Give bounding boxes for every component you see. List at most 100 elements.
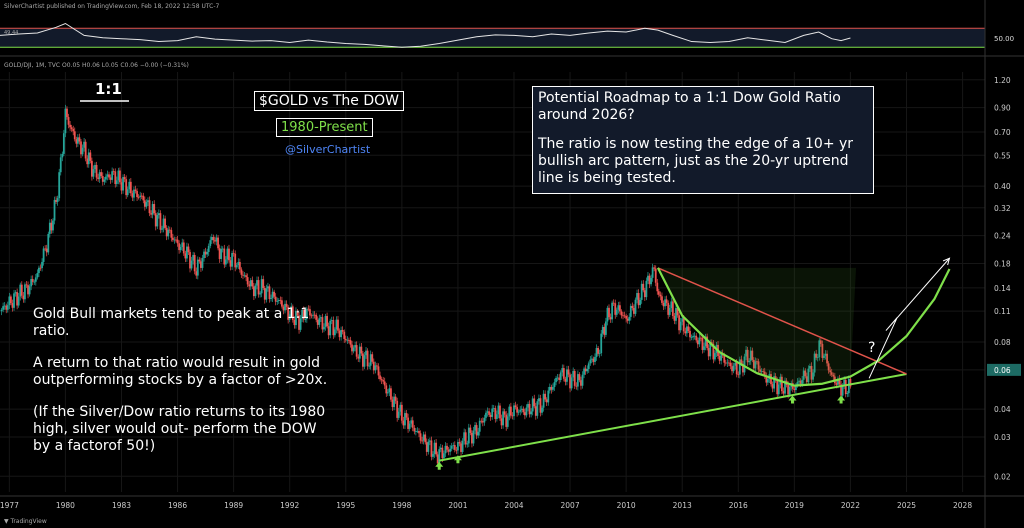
candle-body xyxy=(34,277,37,282)
question-mark: ? xyxy=(868,340,876,356)
candle-body xyxy=(145,202,148,207)
y-tick-label: 0.03 xyxy=(994,433,1011,442)
candle-body xyxy=(64,108,67,134)
candle-body xyxy=(291,306,294,320)
candle-body xyxy=(754,361,757,369)
candle-body xyxy=(472,430,475,444)
candle-body xyxy=(349,340,352,345)
candle-body xyxy=(20,284,23,296)
candle-body xyxy=(581,374,584,386)
candle-body xyxy=(251,280,254,287)
candle-body xyxy=(452,445,455,446)
candle-body xyxy=(460,443,462,452)
candle-body xyxy=(703,346,705,350)
candle-body xyxy=(2,306,5,310)
candle-body xyxy=(83,141,86,148)
candle-body xyxy=(235,265,238,268)
candle-body xyxy=(617,305,620,310)
candle-body xyxy=(735,362,738,375)
candle-body xyxy=(807,368,810,383)
candle-body xyxy=(324,316,327,327)
candle-body xyxy=(98,172,101,180)
y-tick-label: 0.24 xyxy=(994,232,1011,241)
candle-body xyxy=(383,381,386,386)
candle-body xyxy=(667,302,670,315)
candle-body xyxy=(665,299,668,303)
candle-body xyxy=(357,356,360,359)
candle-body xyxy=(650,277,652,285)
candle-body xyxy=(489,414,492,417)
candle-body xyxy=(42,248,45,262)
candle-body xyxy=(243,275,246,277)
candle-body xyxy=(829,370,832,373)
candle-body xyxy=(38,267,40,274)
brand-text: TradingView xyxy=(10,518,47,525)
candle-body xyxy=(33,281,36,283)
candle-body xyxy=(167,229,170,237)
candle-body xyxy=(189,252,191,269)
candle-body xyxy=(122,177,124,191)
candle-body xyxy=(597,348,600,354)
candle-body xyxy=(567,369,570,375)
candle-body xyxy=(246,277,249,285)
candle-body xyxy=(310,315,313,317)
candle-body xyxy=(446,445,448,450)
candle-body xyxy=(151,204,154,215)
candle-body xyxy=(120,182,123,191)
candle-body xyxy=(168,229,171,231)
candle-body xyxy=(265,288,268,300)
candle-body xyxy=(590,358,593,360)
candle-body xyxy=(762,371,765,372)
candle-body xyxy=(678,315,680,331)
candle-body xyxy=(203,251,205,259)
roadmap-arrow xyxy=(868,257,950,379)
candle-body xyxy=(438,449,441,464)
candle-body xyxy=(13,293,15,308)
candle-body xyxy=(371,354,374,362)
candle-body xyxy=(80,141,82,155)
candle-body xyxy=(159,213,162,230)
candle-body xyxy=(287,306,290,320)
candle-body xyxy=(388,388,391,393)
candle-body xyxy=(150,213,152,215)
candle-body xyxy=(55,199,57,202)
candle-body xyxy=(726,362,729,364)
candle-body xyxy=(192,254,195,261)
candle-body xyxy=(10,296,12,304)
candle-body xyxy=(14,292,17,294)
candle-body xyxy=(614,303,617,315)
candle-body xyxy=(400,404,403,421)
candle-body xyxy=(117,170,120,181)
candle-body xyxy=(162,218,165,229)
candle-body xyxy=(439,447,442,450)
candle-body xyxy=(494,408,497,419)
candle-body xyxy=(435,442,438,455)
candle-body xyxy=(178,243,181,251)
candle-body xyxy=(354,345,357,348)
candle-body xyxy=(729,362,732,367)
candle-body xyxy=(330,320,333,321)
candle-body xyxy=(818,340,821,358)
y-tick-label: 0.18 xyxy=(994,259,1011,268)
candle-body xyxy=(372,361,375,371)
candle-body xyxy=(217,237,219,249)
candle-body xyxy=(823,355,825,358)
candle-body xyxy=(805,376,808,383)
y-tick-label: 0.90 xyxy=(994,104,1011,113)
candle-body xyxy=(92,169,95,177)
candle-body xyxy=(218,248,221,259)
candle-body xyxy=(430,440,433,457)
candle-body xyxy=(313,314,316,316)
candle-body xyxy=(684,331,687,334)
candle-body xyxy=(56,198,59,202)
candle-body xyxy=(212,237,215,241)
candle-body xyxy=(815,353,818,358)
candle-body xyxy=(181,242,184,247)
candle-body xyxy=(509,406,512,416)
candle-body xyxy=(623,315,626,317)
candle-body xyxy=(156,215,159,227)
candle-body xyxy=(256,280,258,286)
candle-body xyxy=(270,298,272,300)
candle-body xyxy=(575,385,578,387)
candle-body xyxy=(838,378,841,385)
